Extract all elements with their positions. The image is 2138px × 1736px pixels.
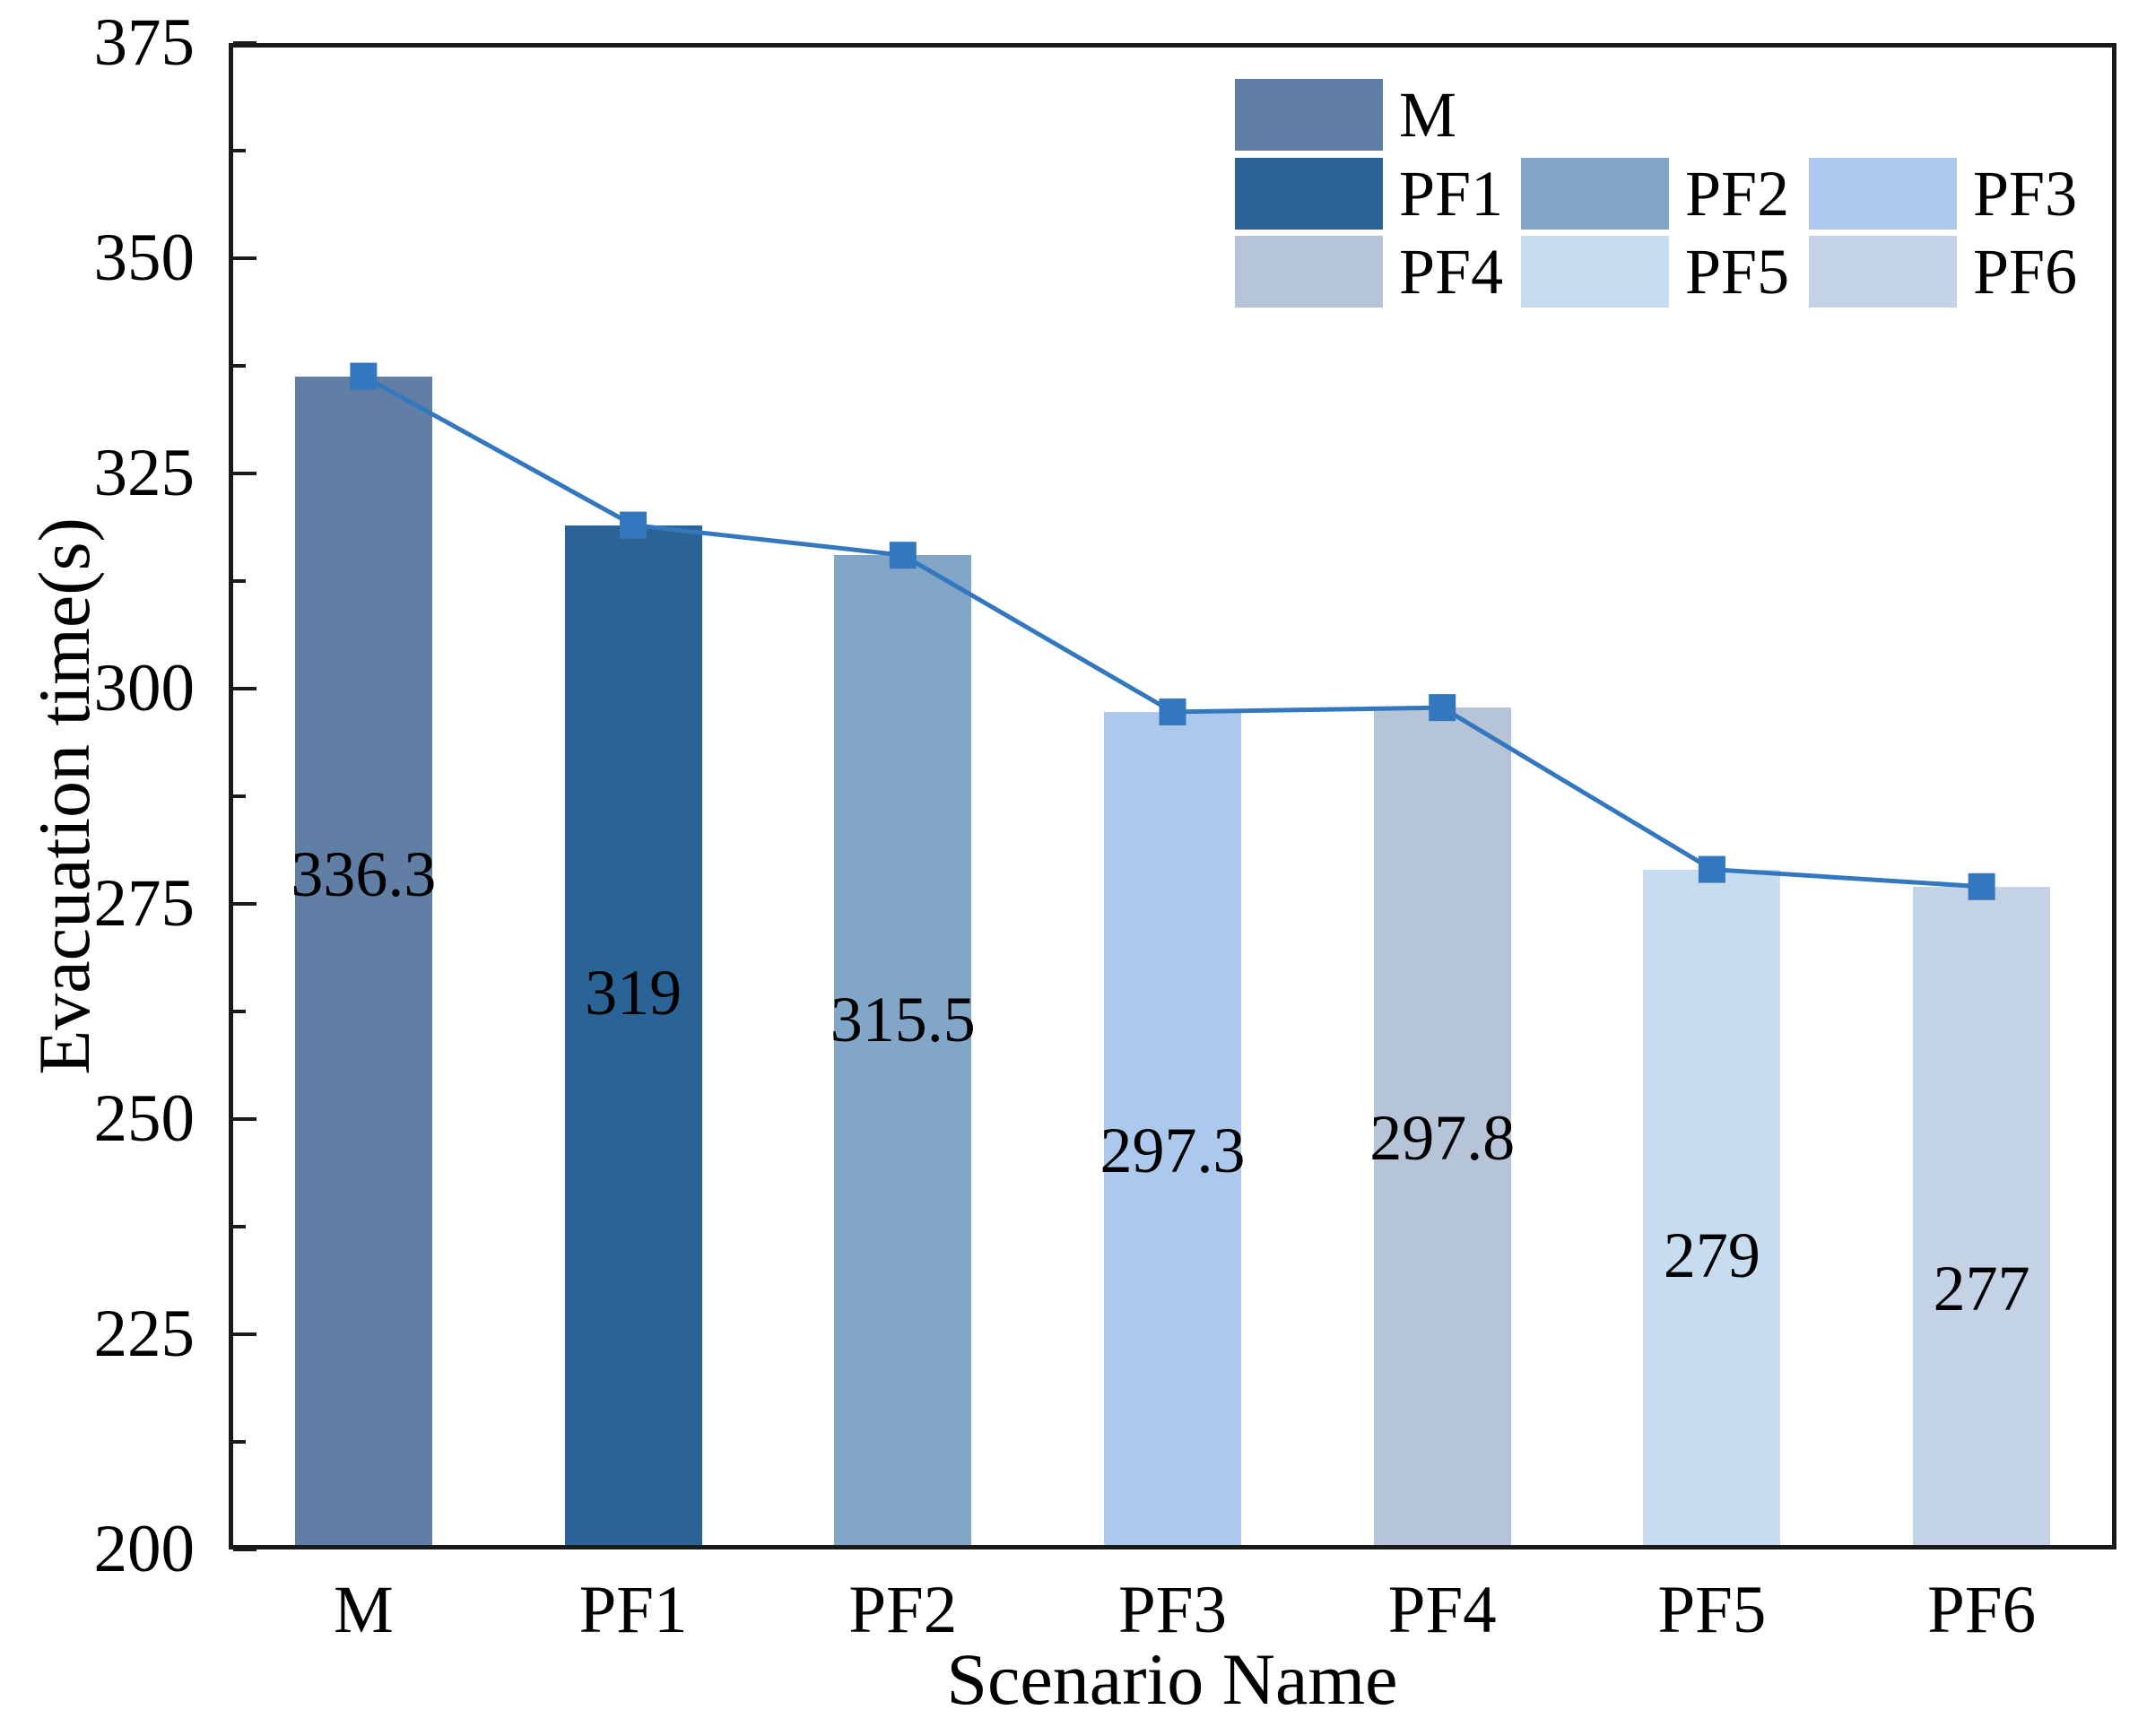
trend-marker-PF2 bbox=[889, 542, 917, 569]
y-minor-tick-262.5 bbox=[233, 1010, 246, 1013]
bar-PF4 bbox=[1373, 707, 1511, 1549]
legend-swatch-PF6 bbox=[1809, 236, 1957, 308]
legend-swatch-PF3 bbox=[1809, 158, 1957, 230]
legend-label-PF2: PF2 bbox=[1685, 158, 1790, 230]
y-tick-label-275: 275 bbox=[93, 866, 196, 941]
trend-marker-PF5 bbox=[1698, 855, 1725, 883]
y-tick-label-250: 250 bbox=[93, 1081, 196, 1156]
y-major-tick-225 bbox=[233, 1332, 256, 1336]
bar-value-label-PF4: 297.8 bbox=[1369, 1102, 1516, 1175]
bar-PF5 bbox=[1643, 869, 1781, 1549]
bar-value-label-PF3: 297.3 bbox=[1099, 1114, 1246, 1186]
legend-swatch-M bbox=[1235, 79, 1383, 151]
bar-PF3 bbox=[1104, 711, 1241, 1549]
bar-M bbox=[294, 376, 432, 1549]
x-tick-label-PF2: PF2 bbox=[848, 1573, 958, 1647]
y-axis-title: Evacuation time(s) bbox=[23, 517, 105, 1075]
y-major-tick-250 bbox=[233, 1117, 256, 1121]
legend-swatch-PF2 bbox=[1521, 158, 1669, 230]
y-minor-tick-362.5 bbox=[233, 149, 246, 152]
y-minor-tick-287.5 bbox=[233, 794, 246, 798]
trend-marker-PF3 bbox=[1159, 698, 1186, 725]
legend-label-PF5: PF5 bbox=[1685, 236, 1790, 308]
trend-marker-PF6 bbox=[1968, 872, 1995, 900]
legend-label-PF6: PF6 bbox=[1973, 236, 2078, 308]
plot-area: 336.3 319 315.5 297.3 297.8 279 277 M PF1 PF2 PF3… bbox=[229, 43, 2116, 1549]
x-tick-label-PF1: PF1 bbox=[578, 1573, 688, 1647]
y-minor-tick-337.5 bbox=[233, 364, 246, 368]
y-tick-label-375: 375 bbox=[93, 5, 196, 80]
y-tick-label-325: 325 bbox=[93, 436, 196, 510]
legend-label-PF3: PF3 bbox=[1973, 158, 2078, 230]
y-major-tick-200 bbox=[233, 1548, 256, 1551]
legend-swatch-PF1 bbox=[1235, 158, 1383, 230]
y-minor-tick-312.5 bbox=[233, 579, 246, 583]
bar-value-label-M: 336.3 bbox=[291, 838, 437, 911]
bars-layer bbox=[229, 43, 2116, 1549]
bar-value-label-PF6: 277 bbox=[1933, 1253, 2030, 1325]
trend-marker-M bbox=[350, 362, 378, 390]
y-tick-label-300: 300 bbox=[93, 651, 196, 725]
y-minor-tick-212.5 bbox=[233, 1440, 246, 1444]
bar-value-labels-layer: 336.3 319 315.5 297.3 297.8 279 277 bbox=[229, 43, 2116, 1549]
y-tick-label-200: 200 bbox=[93, 1512, 196, 1586]
legend-swatch-PF4 bbox=[1235, 236, 1383, 308]
y-major-tick-300 bbox=[233, 687, 256, 690]
y-minor-tick-237.5 bbox=[233, 1225, 246, 1228]
x-tick-label-PF6: PF6 bbox=[1927, 1573, 2037, 1647]
bar-value-label-PF2: 315.5 bbox=[830, 983, 976, 1055]
legend-label-PF1: PF1 bbox=[1399, 158, 1504, 230]
x-tick-label-PF3: PF3 bbox=[1118, 1573, 1227, 1647]
y-major-tick-325 bbox=[233, 472, 256, 475]
trend-marker-PF4 bbox=[1429, 694, 1456, 722]
x-tick-label-PF4: PF4 bbox=[1387, 1573, 1497, 1647]
bar-PF1 bbox=[564, 525, 702, 1549]
bar-value-label-PF5: 279 bbox=[1663, 1219, 1760, 1291]
bar-value-label-PF1: 319 bbox=[585, 956, 682, 1029]
trend-marker-PF1 bbox=[620, 511, 647, 539]
x-tick-label-PF5: PF5 bbox=[1657, 1573, 1767, 1647]
legend-label-PF4: PF4 bbox=[1399, 236, 1504, 308]
x-axis-title: Scenario Name bbox=[946, 1638, 1398, 1720]
legend-label-M: M bbox=[1399, 79, 1457, 151]
y-major-tick-275 bbox=[233, 902, 256, 906]
y-tick-label-350: 350 bbox=[93, 221, 196, 295]
bar-PF6 bbox=[1913, 886, 2051, 1549]
legend-swatch-PF5 bbox=[1521, 236, 1669, 308]
bar-PF2 bbox=[834, 555, 972, 1549]
x-tick-label-M: M bbox=[334, 1573, 394, 1647]
legend: M PF1 PF2 PF3 PF4 PF5 PF6 bbox=[229, 43, 2116, 1549]
y-tick-label-225: 225 bbox=[93, 1297, 196, 1371]
y-major-tick-350 bbox=[233, 256, 256, 260]
trend-line-layer bbox=[350, 362, 1995, 900]
